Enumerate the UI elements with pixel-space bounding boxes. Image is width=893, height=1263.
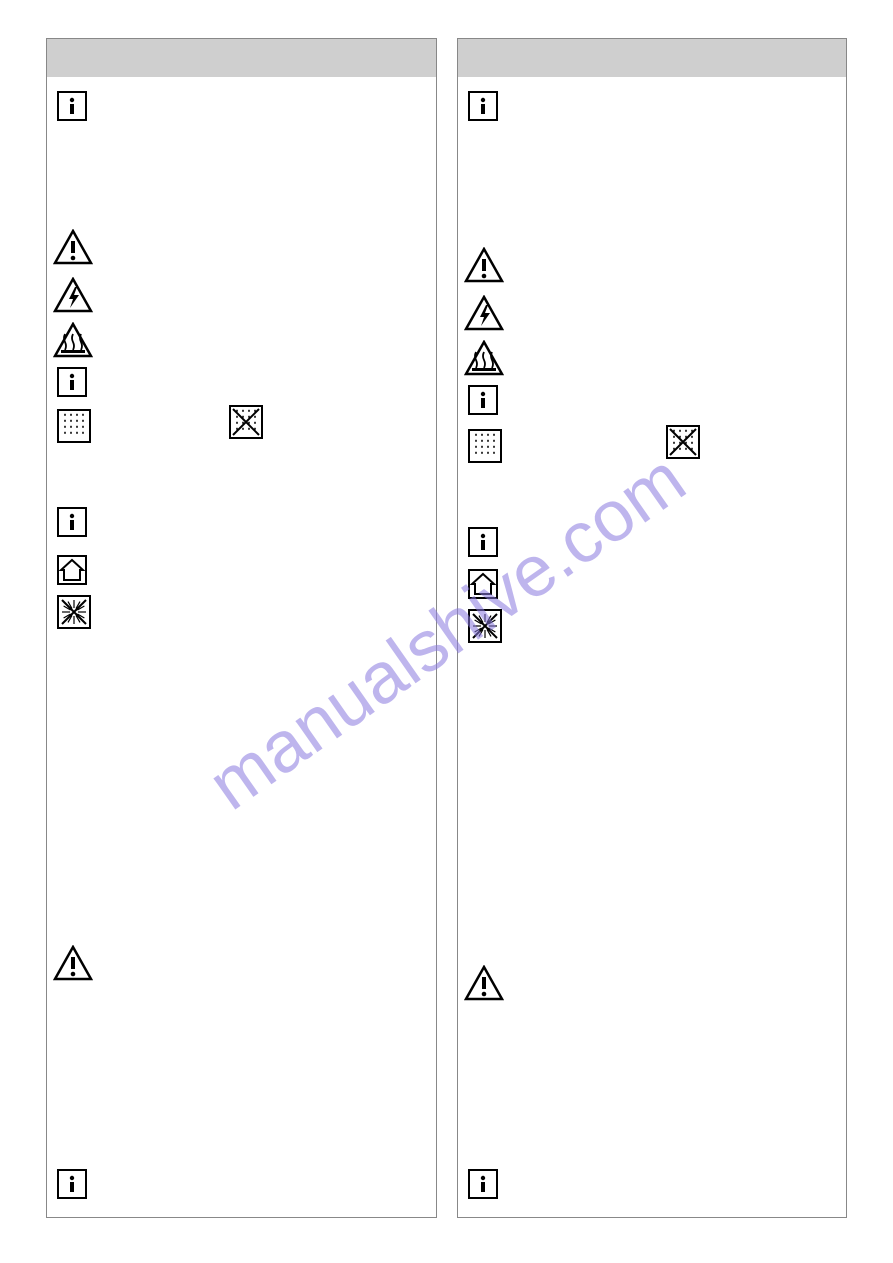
warning-icon-2 — [464, 965, 504, 1001]
right-column-body — [458, 77, 847, 1217]
info-icon-4 — [468, 1169, 498, 1199]
page-columns — [0, 0, 893, 1248]
left-column — [46, 38, 437, 1218]
info-icon — [468, 91, 498, 121]
left-column-header — [47, 39, 436, 77]
no-condensation-icon — [229, 405, 263, 439]
info-icon-3 — [468, 527, 498, 557]
electric-shock-icon — [53, 277, 93, 313]
info-icon-3 — [57, 507, 87, 537]
info-icon-4 — [57, 1169, 87, 1199]
warning-icon-2 — [53, 945, 93, 981]
left-column-body — [47, 77, 436, 1217]
info-icon-2 — [468, 385, 498, 415]
hot-surface-icon — [464, 340, 504, 376]
indoor-use-icon — [57, 555, 87, 585]
no-spray-icon — [468, 609, 502, 643]
condensation-icon — [468, 429, 502, 463]
electric-shock-icon — [464, 295, 504, 331]
warning-icon — [53, 229, 93, 265]
no-spray-icon — [57, 595, 91, 629]
hot-surface-icon — [53, 322, 93, 358]
right-column — [457, 38, 848, 1218]
info-icon-2 — [57, 367, 87, 397]
warning-icon — [464, 247, 504, 283]
indoor-use-icon — [468, 569, 498, 599]
info-icon — [57, 91, 87, 121]
condensation-icon — [57, 409, 91, 443]
no-condensation-icon — [666, 425, 700, 459]
right-column-header — [458, 39, 847, 77]
